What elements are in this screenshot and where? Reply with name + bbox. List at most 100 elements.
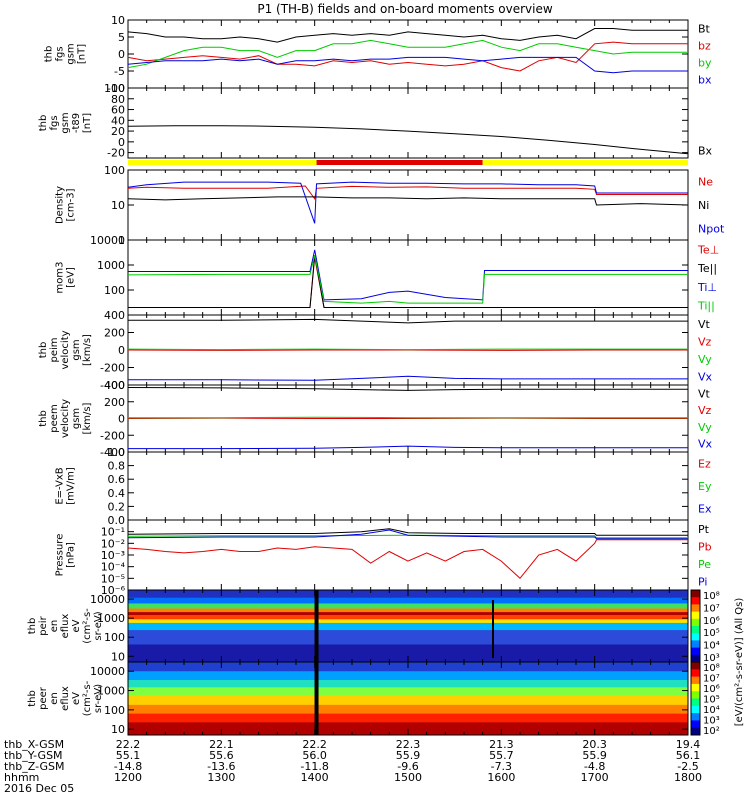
colorbar-cell — [691, 654, 700, 663]
series-Ne — [127, 185, 688, 201]
legend-Vt: Vt — [698, 318, 711, 331]
y-tick-label: 10⁻¹ — [101, 526, 125, 539]
y-tick-label: 80 — [111, 93, 125, 106]
x-row-value: 1200 — [114, 771, 142, 784]
mode-bar-segment — [316, 160, 483, 165]
colorbar-cell — [691, 662, 700, 670]
legend-Vy: Vy — [698, 421, 712, 434]
colorbar-cell — [691, 713, 700, 721]
series-Pi — [127, 529, 688, 540]
x-row-value: 1300 — [207, 771, 235, 784]
legend-Ey: Ey — [698, 480, 712, 493]
y-axis-label-line: gsm — [71, 339, 82, 360]
y-axis-label: thbpeemvelocitygsm[km/s] — [38, 399, 93, 438]
colorbar-cell — [691, 597, 700, 605]
y-axis-label-line: E=-VxB — [55, 467, 66, 504]
legend-Pi: Pi — [698, 575, 707, 588]
x-row-value: -11.8 — [300, 760, 328, 773]
y-axis-label-line: gsm — [71, 408, 82, 429]
panel-frame — [127, 239, 689, 316]
y-tick-label: 20 — [111, 125, 125, 138]
colorbar-cell — [691, 640, 700, 649]
y-tick-label: 100 — [104, 631, 125, 644]
y-tick-label: 400 — [104, 309, 125, 322]
panel-peem: 400 200 0 -200 -400 thbpeemvelocitygsm[km/s] V… — [38, 379, 713, 459]
colorbar-tick: 10⁷ — [703, 674, 720, 685]
y-axis-label-line: peim — [49, 337, 60, 362]
y-axis-label-line: eV — [71, 619, 82, 632]
panel-mom: 10000 1000 100 mom3[eV] Te⊥ Te|| Ti⊥ Ti|| — [55, 234, 719, 316]
series-by — [127, 39, 688, 69]
y-tick-label: 200 — [104, 327, 125, 340]
y-axis-label-line: -t89 — [71, 113, 82, 133]
x-row-value: 22.3 — [396, 738, 421, 751]
panel-frame — [127, 451, 689, 521]
series-Ni — [127, 196, 689, 206]
series-Vx — [128, 375, 688, 381]
series-Npot — [127, 181, 688, 224]
colorbar-cell — [691, 676, 700, 685]
y-tick-label: -400 — [100, 379, 125, 392]
colorbar-cell — [691, 626, 700, 634]
series-Te|| — [128, 255, 688, 308]
x-row-value: 56.1 — [676, 749, 701, 762]
y-tick-label: 0.0 — [108, 514, 126, 527]
x-row-value: 55.7 — [489, 749, 514, 762]
y-axis-label: thbpeirenefluxeV(cm²-s-sr-eV) — [27, 608, 104, 644]
y-axis-label-line: (cm²-s- — [82, 680, 93, 716]
y-axis-label-line: mom3 — [55, 262, 66, 294]
y-tick-label: 1000 — [97, 612, 125, 625]
colorbar-tick: 10⁵ — [703, 628, 720, 639]
y-axis-label-line: sr-eV) — [93, 684, 104, 713]
y-tick-label: 60 — [111, 104, 125, 117]
legend-Ez: Ez — [698, 457, 711, 470]
x-row-label: thb_X-GSM — [4, 738, 64, 751]
y-tick-label: -10 — [107, 82, 125, 95]
y-tick-label: -400 — [100, 446, 125, 459]
x-row-label: thb_Z-GSM — [4, 760, 64, 773]
y-axis-label-line: [nT] — [82, 113, 93, 133]
legend-Pb: Pb — [698, 540, 712, 553]
y-tick-label: 5 — [118, 31, 125, 44]
x-row-value: -13.6 — [207, 760, 235, 773]
series-bz — [127, 41, 688, 72]
y-tick-label: -200 — [100, 429, 125, 442]
x-row-value: -2.5 — [677, 760, 698, 773]
y-axis-label-line: eflux — [60, 686, 71, 711]
y-axis-label-line: peem — [49, 404, 60, 432]
y-tick-label: 200 — [104, 396, 125, 409]
x-row-value: 55.1 — [116, 749, 141, 762]
x-row-value: 55.9 — [396, 749, 421, 762]
colorbar-tick: 10⁴ — [703, 641, 720, 652]
colorbar-cell — [691, 705, 700, 714]
y-tick-label: 1 — [118, 234, 125, 247]
colorbar-tick: 10⁶ — [703, 616, 720, 627]
heatmap-band — [128, 602, 688, 609]
heatmap-band — [128, 679, 688, 688]
y-tick-label: 0.6 — [108, 473, 126, 486]
y-tick-label: 100 — [104, 82, 125, 95]
legend-Vy: Vy — [698, 353, 712, 366]
colorbar-tick: 10⁶ — [703, 684, 720, 695]
y-axis-label-line: Pressure — [55, 534, 66, 577]
y-tick-label: 1000 — [97, 685, 125, 698]
legend-Te||: Te|| — [697, 262, 717, 275]
x-row-value: 1400 — [301, 771, 329, 784]
y-tick-label: 10⁻⁵ — [101, 572, 125, 585]
heatmap-band — [128, 608, 688, 613]
y-tick-label: 10 — [111, 723, 125, 736]
mode-bar-segment — [482, 160, 688, 165]
series-Te⊥ — [128, 257, 688, 308]
heatmap-band — [128, 622, 688, 631]
heatmap-band — [128, 618, 688, 623]
heatmap-gap — [492, 600, 494, 658]
series-Pe — [127, 534, 688, 539]
x-row-label: hhmm — [4, 771, 39, 784]
heatmap-band — [128, 721, 688, 736]
y-axis-label-line: peir — [38, 615, 49, 635]
series-Bt — [127, 28, 688, 43]
x-row-label: thb_Y-GSM — [4, 749, 63, 762]
series-Ti|| — [127, 254, 688, 304]
